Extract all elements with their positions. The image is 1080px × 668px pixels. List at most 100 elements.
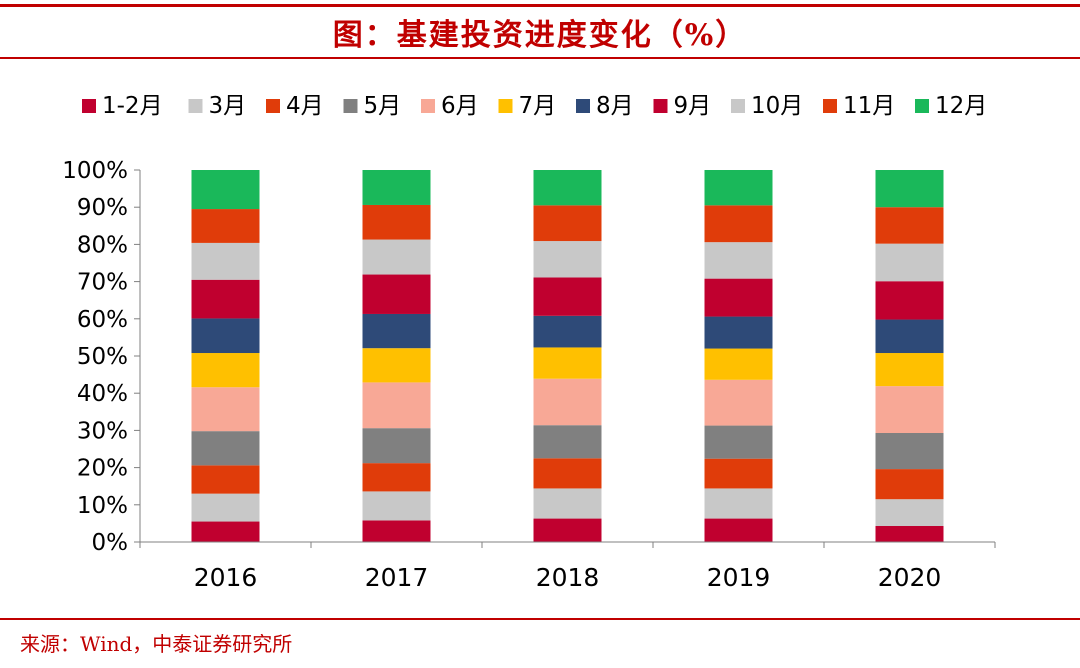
bar-segment bbox=[362, 239, 431, 275]
legend-item: 12月 bbox=[915, 93, 987, 119]
legend-swatch bbox=[343, 99, 358, 113]
legend-swatch bbox=[188, 99, 203, 113]
y-tick-label: 40% bbox=[77, 381, 128, 407]
bar-segment bbox=[362, 520, 431, 542]
bar-segment bbox=[362, 274, 431, 314]
bar-segment bbox=[533, 241, 602, 278]
bar-segment bbox=[704, 425, 773, 459]
bar-segment bbox=[533, 205, 602, 242]
bar-segment bbox=[875, 386, 944, 434]
bar-segment bbox=[191, 493, 260, 522]
bar-segment bbox=[362, 428, 431, 464]
x-axis-labels: 2016 2017 2018 2019 2020 bbox=[194, 563, 942, 592]
x-tick-label: 2016 bbox=[194, 563, 258, 592]
bar-segment bbox=[362, 382, 431, 429]
bar-segment bbox=[362, 204, 431, 240]
bar-segment bbox=[875, 170, 944, 208]
legend-swatch bbox=[82, 99, 96, 113]
bar-segment bbox=[191, 353, 260, 388]
legend-item: 4月 bbox=[266, 93, 324, 119]
chart-legend: 1-2月 3月 4月 5月 6月 7月 8月 9月 10月 11月 12月 bbox=[82, 93, 987, 119]
bar-segment bbox=[704, 242, 773, 279]
bar-segment bbox=[875, 281, 944, 320]
bar-segment bbox=[533, 378, 602, 426]
legend-label: 12月 bbox=[935, 93, 987, 119]
x-tick-label: 2020 bbox=[878, 563, 942, 592]
legend-item: 3月 bbox=[188, 93, 247, 119]
legend-item: 7月 bbox=[498, 93, 557, 119]
top-rule bbox=[0, 4, 1080, 7]
legend-item: 1-2月 bbox=[82, 93, 163, 119]
bar-stack-2016 bbox=[191, 170, 260, 542]
bar-segment bbox=[533, 425, 602, 459]
y-tick-label: 70% bbox=[77, 270, 128, 296]
legend-swatch bbox=[823, 99, 837, 113]
bar-segment bbox=[191, 242, 260, 280]
x-tick-label: 2019 bbox=[707, 563, 771, 592]
legend-label: 6月 bbox=[441, 93, 479, 119]
chart-title: 图：基建投资进度变化（%） bbox=[332, 18, 748, 53]
legend-label: 11月 bbox=[843, 93, 895, 119]
bar-stack-2019 bbox=[704, 170, 773, 542]
bar-segment bbox=[875, 207, 944, 244]
bar-segment bbox=[704, 458, 773, 489]
bar-segment bbox=[875, 319, 944, 354]
bar-segment bbox=[875, 433, 944, 470]
y-tick-label: 0% bbox=[92, 530, 129, 556]
axes bbox=[139, 170, 996, 548]
legend-item: 9月 bbox=[653, 93, 712, 119]
x-tick-label: 2017 bbox=[365, 563, 429, 592]
bar-segment bbox=[704, 348, 773, 380]
legend-label: 3月 bbox=[209, 93, 247, 119]
bars bbox=[191, 170, 944, 542]
bar-segment bbox=[533, 518, 602, 542]
y-axis-labels: 0% 10% 20% 30% 40% 50% 60% 70% 80% 90% 100% bbox=[62, 158, 128, 556]
legend-label: 9月 bbox=[674, 93, 712, 119]
y-tick-label: 80% bbox=[77, 232, 128, 258]
y-tick-label: 60% bbox=[77, 307, 128, 333]
bar-segment bbox=[704, 205, 773, 243]
bar-segment bbox=[533, 315, 602, 348]
x-tick-label: 2018 bbox=[536, 563, 600, 592]
legend-label: 10月 bbox=[751, 93, 803, 119]
bar-segment bbox=[362, 313, 431, 349]
y-tick-label: 30% bbox=[77, 418, 128, 444]
bar-segment bbox=[362, 170, 431, 205]
bar-segment bbox=[704, 379, 773, 426]
legend-label: 8月 bbox=[596, 93, 634, 119]
legend-swatch bbox=[731, 99, 745, 113]
y-tick-label: 20% bbox=[77, 456, 128, 482]
legend-swatch bbox=[915, 99, 929, 113]
bar-segment bbox=[533, 170, 602, 206]
bar-segment bbox=[191, 465, 260, 494]
bar-segment bbox=[704, 170, 773, 206]
bar-segment bbox=[191, 318, 260, 354]
legend-item: 8月 bbox=[576, 93, 634, 119]
legend-swatch bbox=[498, 99, 513, 113]
legend-item: 5月 bbox=[343, 93, 401, 119]
legend-item: 11月 bbox=[823, 93, 895, 119]
bar-segment bbox=[191, 387, 260, 432]
y-tick-label: 50% bbox=[77, 344, 128, 370]
source-note: 来源：Wind，中泰证券研究所 bbox=[20, 632, 293, 656]
y-axis-ticks bbox=[134, 169, 140, 543]
legend-label: 4月 bbox=[286, 93, 324, 119]
legend-item: 6月 bbox=[421, 93, 479, 119]
bar-segment bbox=[875, 353, 944, 387]
bar-segment bbox=[704, 316, 773, 349]
legend-swatch bbox=[653, 99, 668, 113]
legend-swatch bbox=[421, 99, 435, 113]
bar-segment bbox=[191, 431, 260, 466]
bar-segment bbox=[533, 277, 602, 316]
bar-segment bbox=[875, 499, 944, 527]
bar-segment bbox=[704, 488, 773, 519]
stacked-bar-chart: 1-2月 3月 4月 5月 6月 7月 8月 9月 10月 11月 12月 0% 10% 20% 30% 4… bbox=[62, 93, 996, 592]
bar-segment bbox=[533, 458, 602, 489]
bar-stack-2020 bbox=[875, 170, 944, 542]
bar-segment bbox=[362, 348, 431, 383]
legend-label: 7月 bbox=[519, 93, 557, 119]
bar-segment bbox=[191, 170, 260, 210]
bar-segment bbox=[875, 469, 944, 500]
footer-rule bbox=[0, 618, 1080, 620]
bar-segment bbox=[191, 279, 260, 319]
